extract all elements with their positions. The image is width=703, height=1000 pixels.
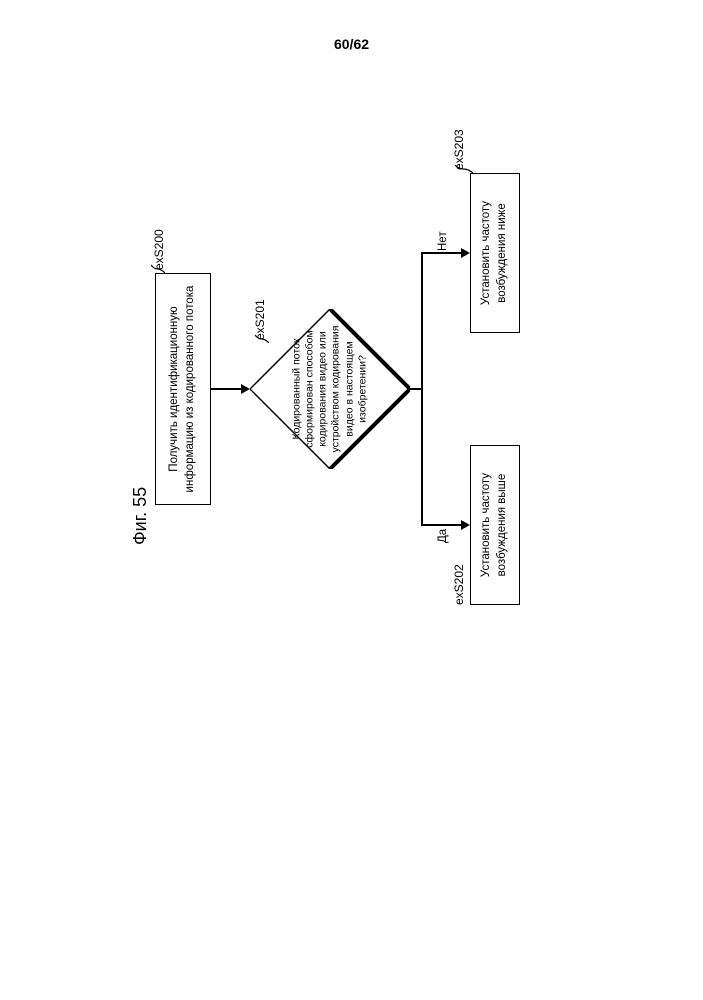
step-s200-box: Получить идентификационную информацию из… [155, 273, 211, 505]
no-label: Нет [437, 231, 449, 251]
step-s200-text: Получить идентификационную информацию из… [167, 282, 198, 496]
no-v [421, 252, 461, 254]
yes-arrowhead [461, 520, 470, 530]
arrowhead-s200-s201 [241, 384, 250, 394]
no-h [421, 253, 423, 390]
step-s203-box: Установить частоту возбуждения ниже [470, 173, 520, 333]
yes-h [421, 388, 423, 525]
step-s202-box: Установить частоту возбуждения выше [470, 445, 520, 605]
step-s202-text: Установить частоту возбуждения выше [479, 454, 510, 596]
no-arrowhead [461, 248, 470, 258]
page-number: 60/62 [334, 36, 369, 52]
arrow-s200-s201 [211, 388, 241, 390]
yes-v [421, 524, 461, 526]
yes-label: Да [437, 529, 449, 543]
step-s203-text: Установить частоту возбуждения ниже [479, 182, 510, 324]
brace-s201 [255, 333, 269, 343]
brace-s200 [151, 263, 165, 273]
step-s202-label: exS202 [452, 564, 466, 605]
step-s201-diamond: Кодированный поток сформирован способом … [250, 309, 410, 469]
brace-s203 [455, 163, 473, 173]
figure-label: Фиг. 55 [130, 487, 151, 545]
step-s201-text: Кодированный поток сформирован способом … [291, 317, 370, 462]
